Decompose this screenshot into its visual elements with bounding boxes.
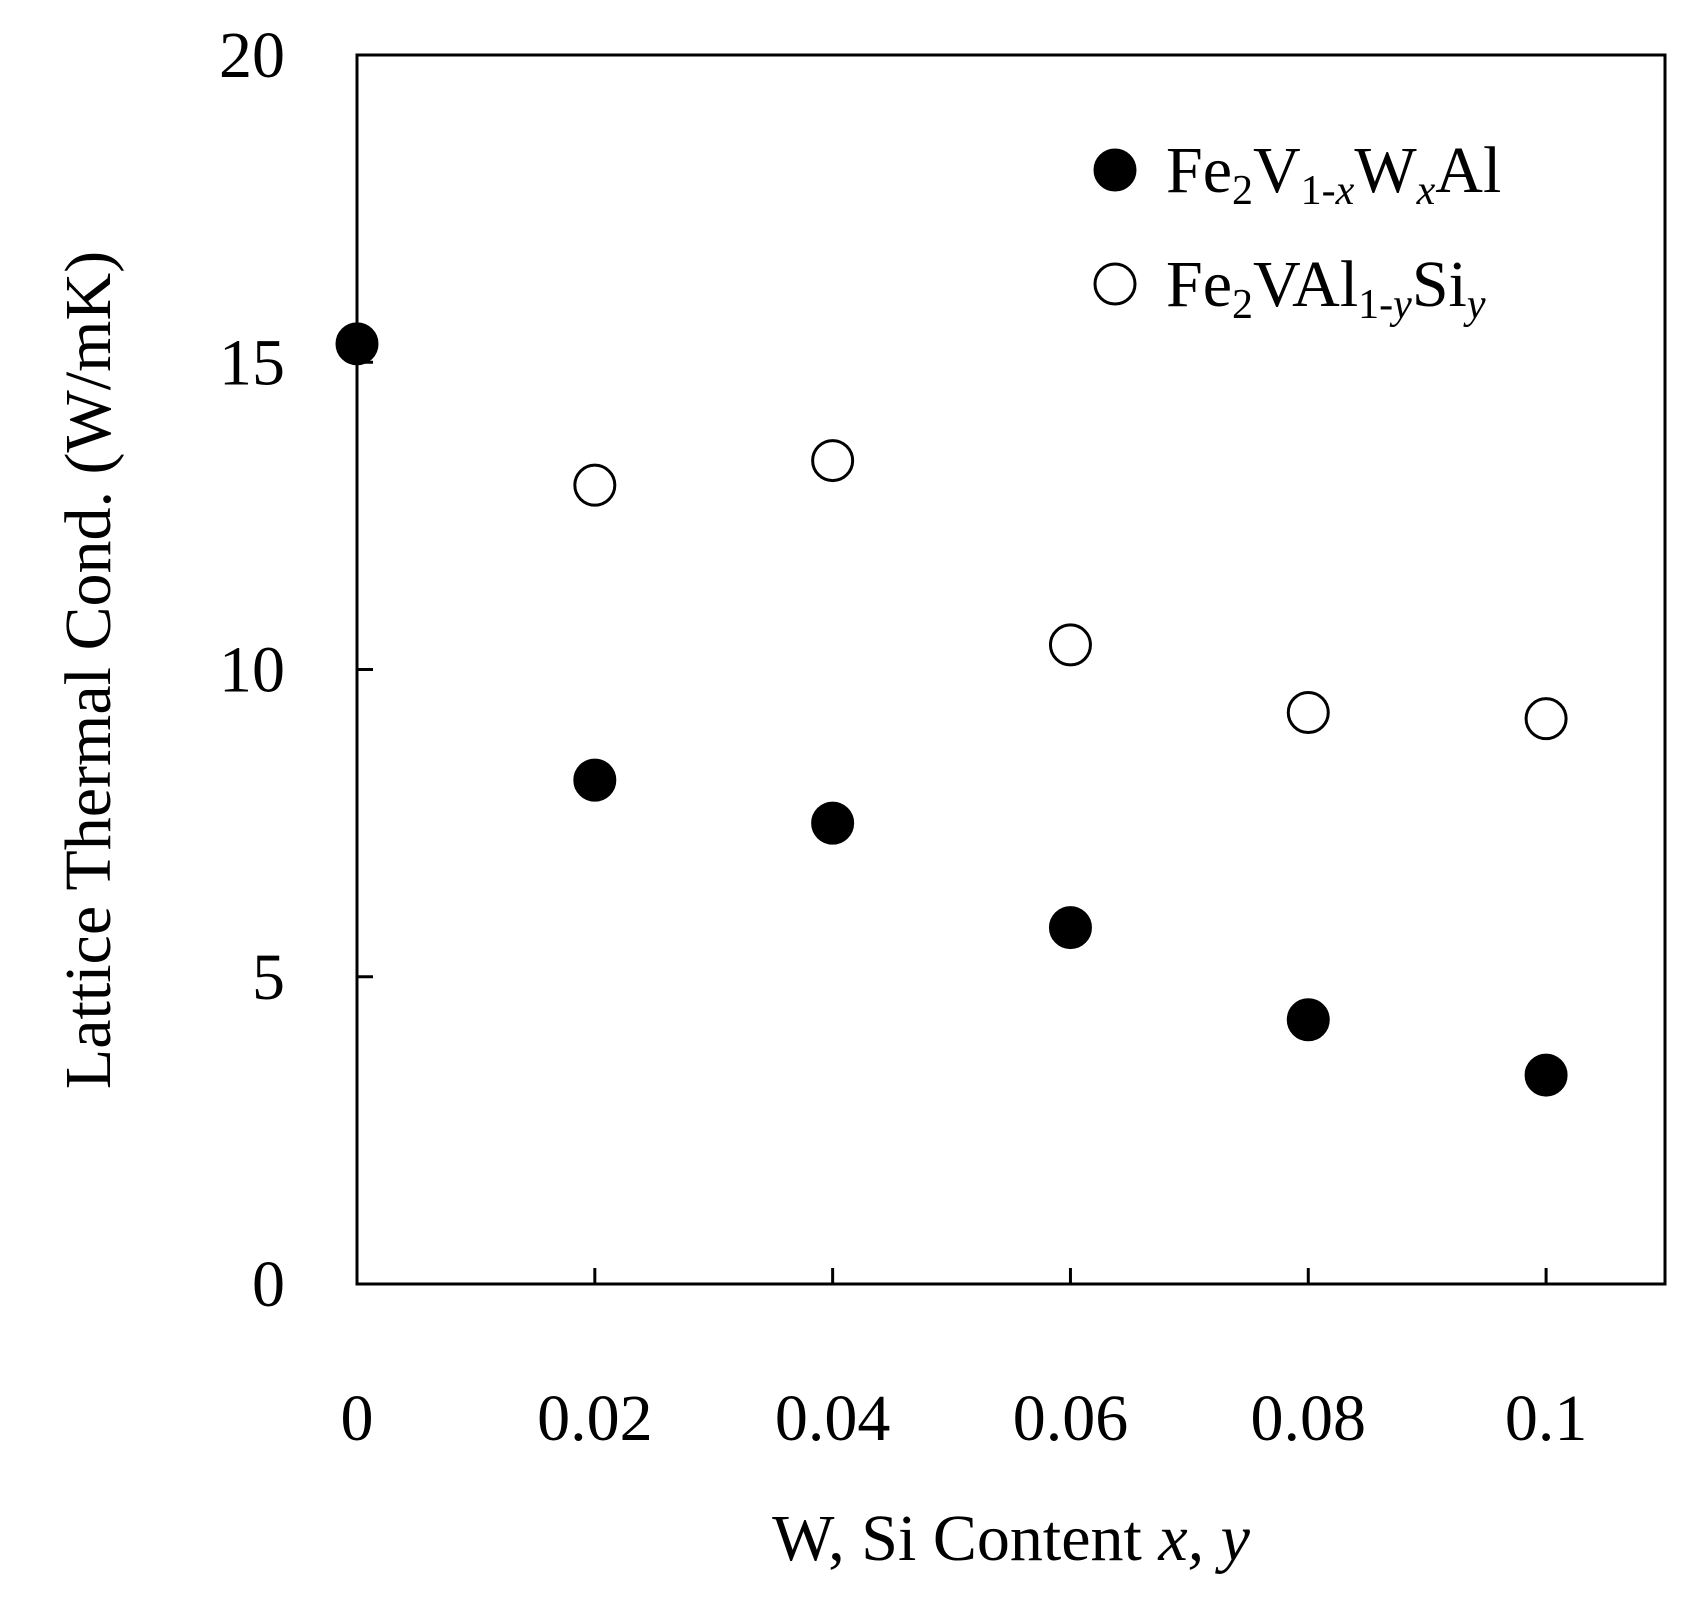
point-series-1-1 <box>573 758 617 802</box>
x-tick-label-3: 0.06 <box>1013 1382 1129 1455</box>
legend: Fe2V1-xWxAl Fe2VAl1-ySiy <box>1093 134 1501 328</box>
legend-marker-series-2 <box>1093 262 1137 306</box>
legend-marker-series-1 <box>1093 148 1137 192</box>
y-tick-label-3: 15 <box>219 326 285 399</box>
legend-2-sub-2-italic: y <box>1389 282 1412 328</box>
tick-labels: 0 0.02 0.04 0.06 0.08 0.1 0 5 10 15 20 <box>219 19 1587 1455</box>
legend-1-sub-2-italic: x <box>1335 168 1355 214</box>
legend-label-series-1: Fe2V1-xWxAl <box>1166 134 1501 214</box>
legend-1-sub-3-italic: x <box>1416 168 1436 214</box>
point-series-1-4 <box>1286 998 1330 1042</box>
y-tick-label-1: 5 <box>252 941 285 1014</box>
x-tick-label-5: 0.1 <box>1505 1382 1588 1455</box>
x-axis-title-text: W, Si Content <box>772 1502 1158 1575</box>
ticks <box>357 360 1548 1284</box>
legend-1-part-1: Fe <box>1166 134 1232 207</box>
point-series-2-1 <box>811 439 855 483</box>
legend-1-sub-1: 2 <box>1232 168 1253 214</box>
point-series-2-2 <box>1048 623 1092 667</box>
legend-2-sub-2: 1- <box>1358 282 1393 328</box>
legend-label-series-2: Fe2VAl1-ySiy <box>1166 248 1486 328</box>
plot-area-frame <box>355 53 1667 1286</box>
y-tick-label-0: 0 <box>252 1248 285 1321</box>
legend-2-sub-3-italic: y <box>1463 282 1486 328</box>
legend-1-part-2: V <box>1253 134 1301 207</box>
point-series-1-5 <box>1524 1053 1568 1097</box>
legend-2-part-2: VAl <box>1253 248 1358 321</box>
point-series-2-4 <box>1524 697 1568 741</box>
point-series-2-0 <box>573 463 617 507</box>
legend-1-part-4: Al <box>1435 134 1501 207</box>
x-tick-label-1: 0.02 <box>537 1382 653 1455</box>
legend-2-sub-1: 2 <box>1232 282 1253 328</box>
legend-2-part-1: Fe <box>1166 248 1232 321</box>
legend-2-part-3: Si <box>1412 248 1467 321</box>
x-axis-title: W, Si Content x, y <box>772 1502 1251 1575</box>
legend-1-part-3: W <box>1354 134 1417 207</box>
data-points <box>335 322 1568 1097</box>
x-axis-title-italic: x, y <box>1157 1502 1250 1575</box>
point-series-1-2 <box>811 801 855 845</box>
point-series-1-0 <box>335 322 379 366</box>
y-tick-label-2: 10 <box>219 634 285 707</box>
y-tick-label-4: 20 <box>219 19 285 92</box>
point-series-2-3 <box>1286 691 1330 735</box>
x-tick-label-0: 0 <box>341 1382 374 1455</box>
x-tick-label-2: 0.04 <box>775 1382 891 1455</box>
y-axis-title: Lattice Thermal Cond. (W/mK) <box>52 251 125 1089</box>
point-series-1-3 <box>1048 906 1092 950</box>
legend-1-sub-2: 1- <box>1301 168 1336 214</box>
x-tick-label-4: 0.08 <box>1251 1382 1367 1455</box>
